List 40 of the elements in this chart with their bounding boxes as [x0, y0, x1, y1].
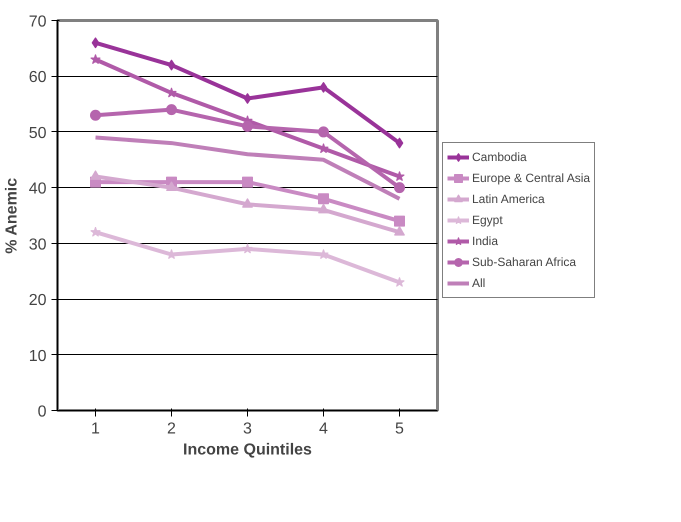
y-tick-label: 50: [28, 124, 47, 142]
point: [318, 193, 329, 204]
legend-label: Sub-Saharan Africa: [472, 254, 576, 268]
point: [394, 216, 405, 227]
legend-label: Egypt: [472, 212, 503, 226]
point: [90, 226, 101, 237]
legend-label: Latin America: [472, 192, 545, 206]
point: [242, 176, 253, 188]
x-tick-label: 5: [395, 420, 404, 438]
legend-label: India: [472, 234, 498, 248]
point: [242, 198, 253, 208]
x-axis-title: Income Quintiles: [183, 442, 312, 458]
point: [90, 110, 101, 121]
legend-label: Europe & Central Asia: [472, 170, 590, 184]
x-tick-label: 3: [243, 420, 252, 438]
point: [242, 120, 253, 132]
legend-label: All: [472, 276, 486, 290]
point: [394, 182, 405, 194]
y-tick-label: 30: [28, 236, 47, 254]
point: [318, 204, 329, 214]
point: [244, 93, 252, 104]
y-tick-label: 40: [28, 180, 47, 198]
point: [166, 181, 177, 192]
point: [90, 54, 101, 64]
y-tick-label: 70: [28, 14, 47, 30]
x-tick-label: 2: [167, 420, 176, 438]
point: [166, 104, 177, 116]
point: [90, 170, 101, 180]
y-tick-label: 20: [28, 292, 47, 310]
legend-label: Cambodia: [472, 150, 527, 164]
y-tick-label: 60: [28, 69, 47, 86]
y-tick-label: 0: [38, 404, 47, 420]
point: [242, 243, 253, 254]
y-tick-label: 10: [28, 348, 47, 365]
line-series: [94, 136, 402, 201]
x-tick-label: 1: [91, 420, 100, 438]
point: [394, 226, 405, 236]
x-tick-label: 4: [319, 420, 328, 438]
y-axis-title: % Anemic: [4, 178, 21, 254]
point: [318, 126, 329, 138]
